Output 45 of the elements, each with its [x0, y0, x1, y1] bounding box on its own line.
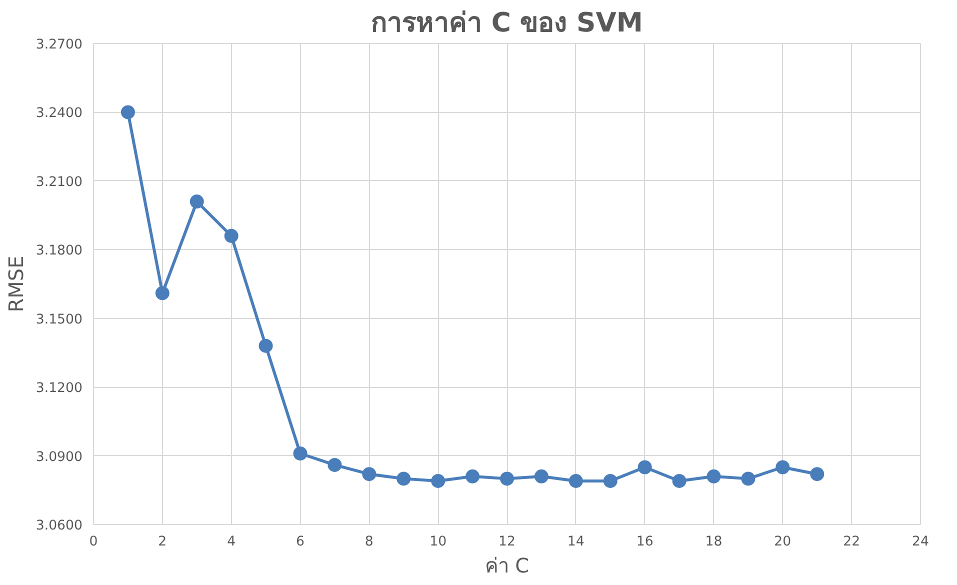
x-tick-label: 4: [227, 534, 236, 550]
x-tick-label: 0: [89, 534, 98, 550]
point: [328, 458, 342, 472]
point: [638, 460, 652, 474]
y-tick-label: 3.1500: [36, 312, 83, 328]
point: [810, 467, 824, 482]
x-tick-label: 20: [774, 534, 792, 550]
point: [362, 467, 376, 482]
point: [706, 469, 721, 484]
point: [500, 472, 514, 486]
x-tick-label: 18: [705, 534, 722, 550]
x-tick-label: 24: [912, 534, 929, 550]
chart-title: การหาค่า C ของ SVM: [371, 8, 643, 38]
point: [741, 472, 756, 486]
x-tick-label: 16: [636, 534, 654, 550]
point: [224, 228, 238, 243]
y-tick-label: 3.2100: [36, 174, 83, 190]
y-tick-label: 3.1800: [36, 244, 83, 259]
point: [568, 474, 583, 488]
point: [396, 472, 411, 486]
point: [672, 474, 686, 488]
point: [603, 474, 618, 488]
point: [534, 469, 548, 484]
x-tick-label: 6: [296, 534, 304, 550]
x-axis-title: ค่า C: [484, 554, 530, 578]
point: [776, 460, 790, 474]
y-tick-label: 3.0900: [36, 450, 83, 465]
point: [155, 286, 170, 300]
x-tick-label: 2: [158, 534, 167, 550]
x-tick-label: 14: [567, 534, 584, 550]
x-tick-label: 10: [430, 534, 447, 550]
x-tick-label: 22: [843, 534, 860, 550]
point: [258, 338, 273, 353]
y-axis-title: RMSE: [4, 256, 28, 312]
y-tick-label: 3.2700: [36, 38, 83, 52]
point: [190, 194, 204, 209]
y-tick-label: 3.2400: [36, 106, 83, 122]
point: [293, 446, 308, 460]
point: [466, 469, 480, 484]
y-tick-label: 3.0600: [36, 518, 83, 534]
point: [431, 474, 446, 488]
x-tick-label: 8: [364, 534, 374, 550]
y-tick-label: 3.1200: [36, 381, 83, 396]
x-tick-label: 12: [498, 534, 516, 550]
point: [120, 105, 135, 120]
